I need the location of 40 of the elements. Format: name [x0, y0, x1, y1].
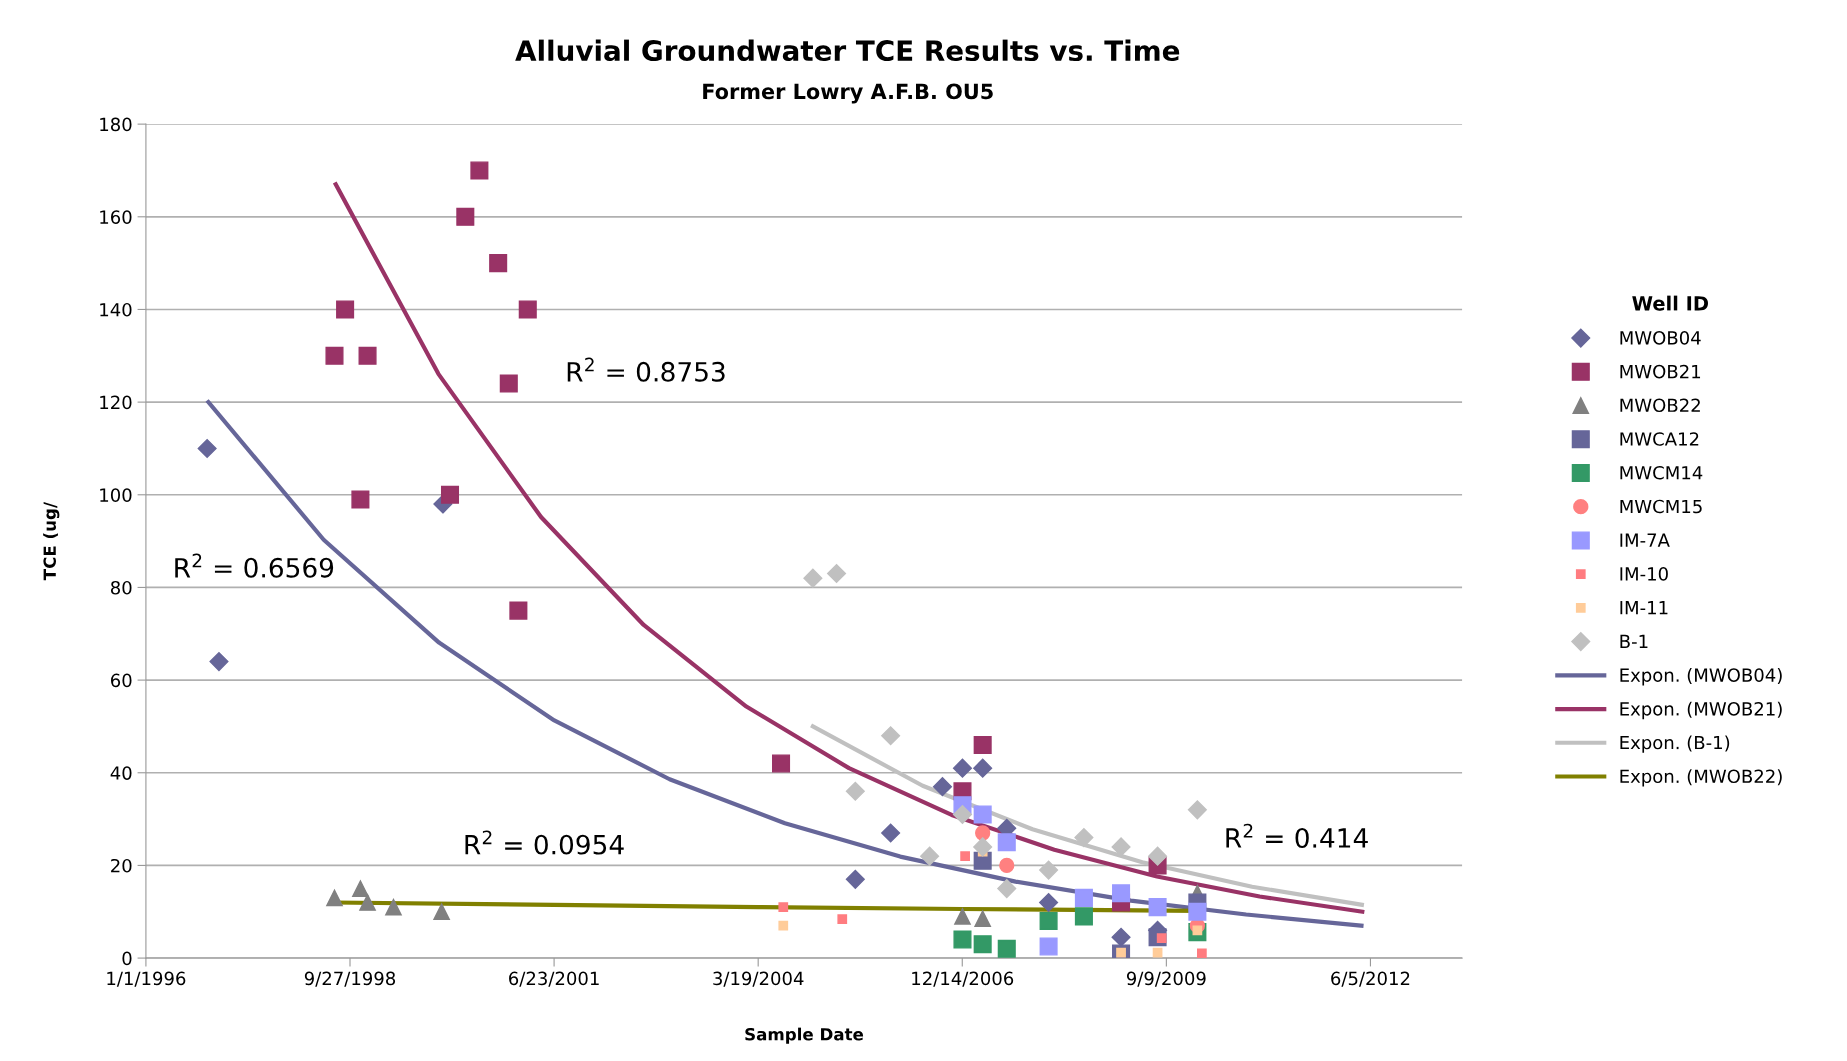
legend-label: IM-10	[1620, 567, 1668, 581]
y-tick-label: 80	[110, 580, 132, 595]
y-axis-title: TCE (ug/	[43, 501, 60, 581]
legend-label: MWOB04	[1620, 331, 1701, 345]
x-tick-label: 1/1/1996	[107, 971, 186, 987]
legend-label: Expon. (MWOB04)	[1620, 667, 1782, 686]
y-tick-label: 20	[111, 858, 132, 873]
legend-label: Expon. (B-1)	[1620, 735, 1730, 753]
x-tick-label: 12/14/2006	[912, 971, 1014, 987]
legend-label: MWCM15	[1620, 499, 1702, 514]
legend-label: MWOB21	[1620, 364, 1701, 379]
legend-label: MWCA12	[1620, 432, 1699, 446]
y-tick-label: 40	[110, 766, 132, 780]
legend-label: IM-7A	[1620, 533, 1670, 547]
legend-label: MWOB22	[1620, 398, 1700, 413]
chart-title: Alluvial Groundwater TCE Results vs. Time	[515, 39, 1180, 62]
y-tick-label: 140	[100, 302, 132, 317]
chart-subtitle: Former Lowry A.F.B. OU5	[703, 83, 993, 104]
x-tick-label: 3/19/2004	[713, 971, 804, 987]
legend-label: Expon. (MWOB21)	[1620, 701, 1782, 720]
legend-title: Well ID	[1632, 295, 1708, 311]
annotation: R$^{2}$ = 0.414	[1226, 823, 1368, 848]
x-axis-title: Sample Date	[745, 1027, 864, 1044]
legend-label: B-1	[1620, 634, 1648, 648]
y-tick-label: 60	[111, 673, 132, 688]
annotation: R$^{2}$ = 0.8753	[567, 357, 725, 382]
y-tick-label: 180	[100, 117, 132, 132]
x-tick-label: 6/23/2001	[509, 971, 599, 987]
legend-label: MWCM14	[1620, 465, 1703, 480]
legend-label: IM-11	[1620, 601, 1668, 615]
legend-label: Expon. (MWOB22)	[1620, 769, 1782, 787]
y-tick-label: 100	[100, 488, 132, 502]
y-tick-label: 0	[122, 951, 132, 966]
annotation: R$^{2}$ = 0.6569	[175, 553, 334, 578]
y-tick-label: 160	[100, 210, 132, 224]
annotation: R$^{2}$ = 0.0954	[465, 830, 624, 855]
x-tick-label: 9/27/1998	[304, 971, 396, 987]
y-tick-label: 120	[100, 395, 132, 410]
x-tick-label: 6/5/2012	[1331, 971, 1410, 987]
x-tick-label: 9/9/2009	[1126, 971, 1206, 987]
